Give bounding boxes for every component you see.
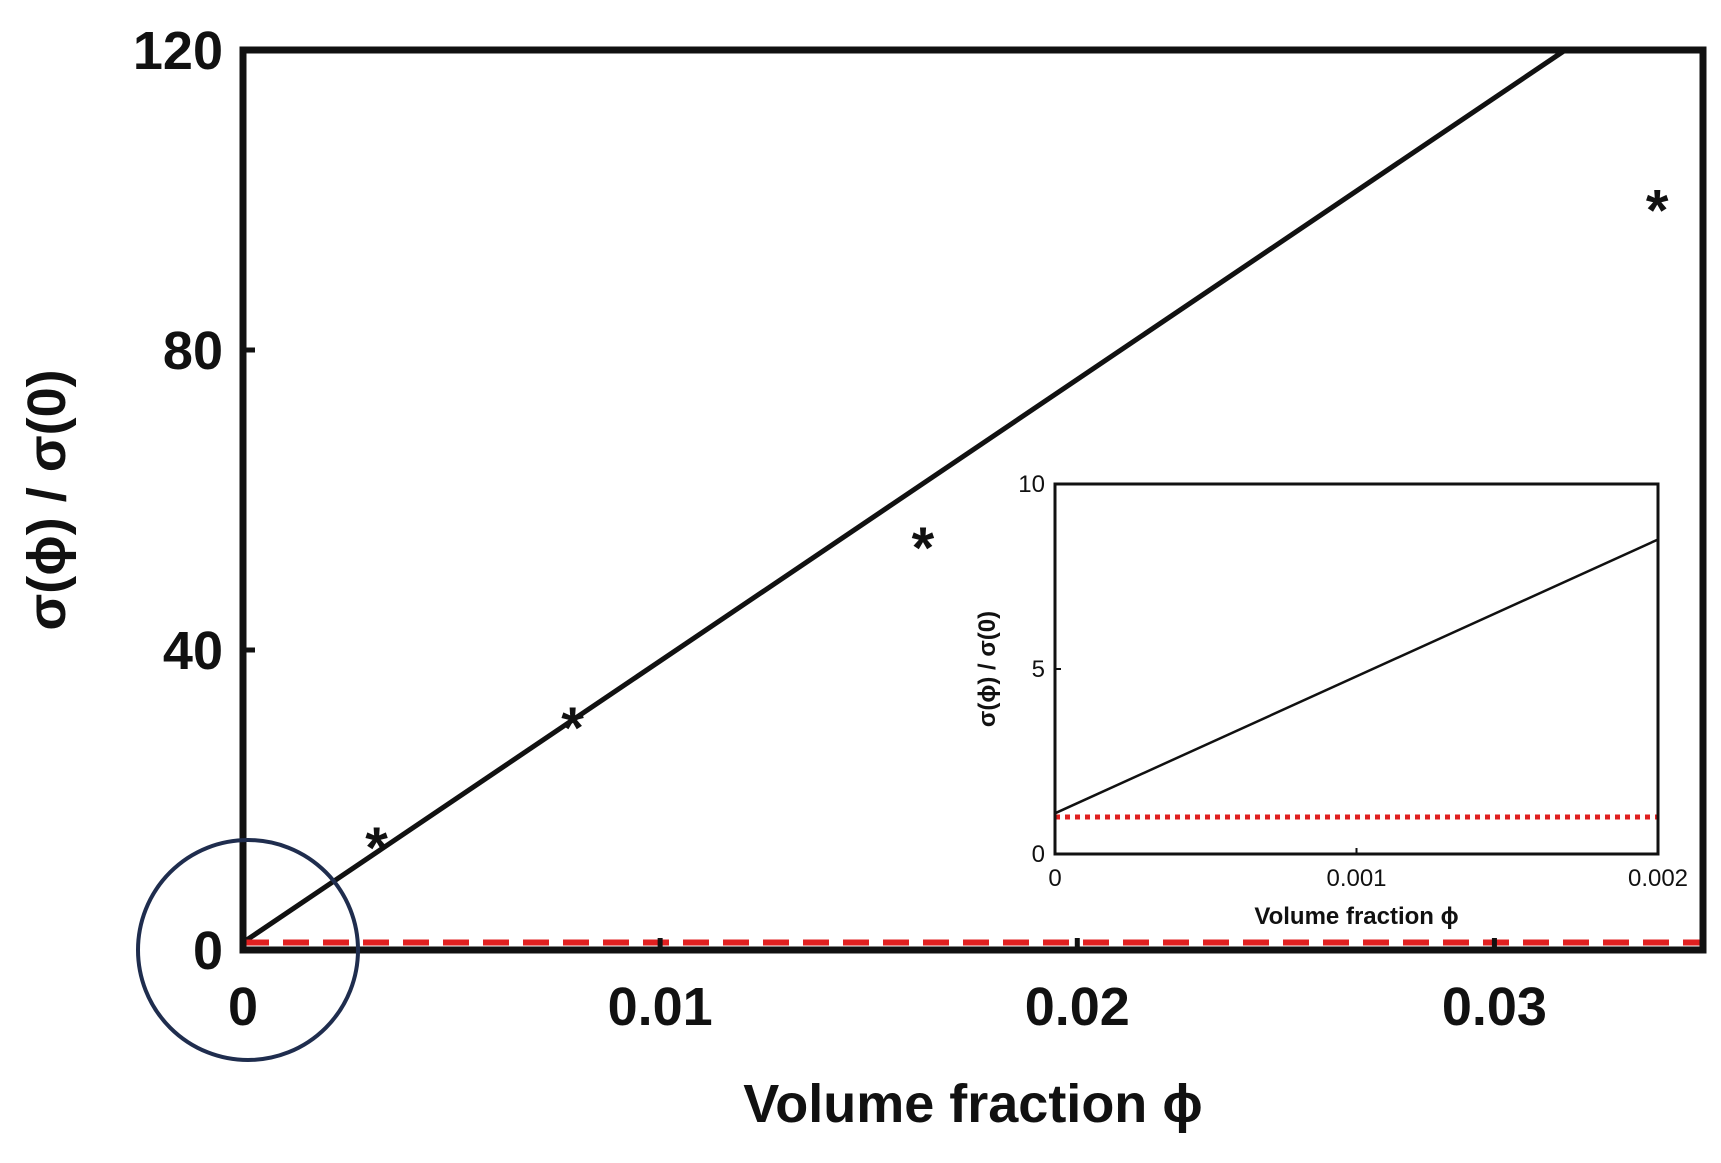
inset-y-tick-label-1: 5: [1032, 656, 1045, 683]
inset-x-tick-label-0: 0: [1048, 865, 1061, 892]
inset-y-tick-label-0: 0: [1032, 841, 1045, 868]
main-plot: * * * * 0 0.01 0.02 0.03 0 40 80 120 Volume fracti…: [17, 21, 1707, 1134]
inset-axis-ticks: 0 0.001 0.002 0 5 10: [1018, 471, 1688, 892]
inset-solid-black-line-0: [1054, 538, 1659, 815]
main-x-tick-label-2: 0.02: [1025, 977, 1130, 1037]
main-y-tick-label-0: 0: [193, 921, 223, 981]
zoom-region-circle: [136, 838, 360, 1062]
main-axis-ticks: 0 0.01 0.02 0.03 0 40 80 120: [133, 21, 1547, 1037]
main-star-point-3: *: [1646, 179, 1669, 244]
main-x-tick-label-1: 0.01: [608, 977, 713, 1037]
inset-background: [1055, 484, 1658, 854]
inset-series-layer: [1054, 538, 1659, 820]
main-x-axis-label: Volume fraction ϕ: [743, 1074, 1203, 1134]
main-solid-black-line-0: [241, 47, 1567, 945]
main-y-axis-label: σ(ϕ) / σ(0): [17, 369, 77, 630]
main-y-tick-label-1: 40: [163, 621, 223, 681]
inset-plot: 0 0.001 0.002 0 5 10 Volume fraction ϕ σ(ϕ) /…: [974, 471, 1688, 930]
main-star-point-1: *: [561, 696, 584, 761]
main-x-tick-label-0: 0: [228, 977, 258, 1037]
inset-y-tick-label-2: 10: [1018, 471, 1045, 498]
main-series-layer: * * * *: [241, 47, 1703, 946]
inset-x-tick-label-1: 0.001: [1326, 865, 1386, 892]
inset-x-tick-label-2: 0.002: [1628, 865, 1688, 892]
main-x-tick-label-3: 0.03: [1442, 977, 1547, 1037]
main-star-point-2: *: [912, 516, 935, 581]
main-star-point-0: *: [365, 816, 388, 881]
main-y-tick-label-3: 120: [133, 21, 223, 81]
inset-x-axis-label: Volume fraction ϕ: [1254, 903, 1458, 930]
main-plot-frame: [239, 46, 1707, 954]
main-y-tick-label-2: 80: [163, 321, 223, 381]
inset-y-axis-label: σ(ϕ) / σ(0): [974, 611, 1001, 727]
